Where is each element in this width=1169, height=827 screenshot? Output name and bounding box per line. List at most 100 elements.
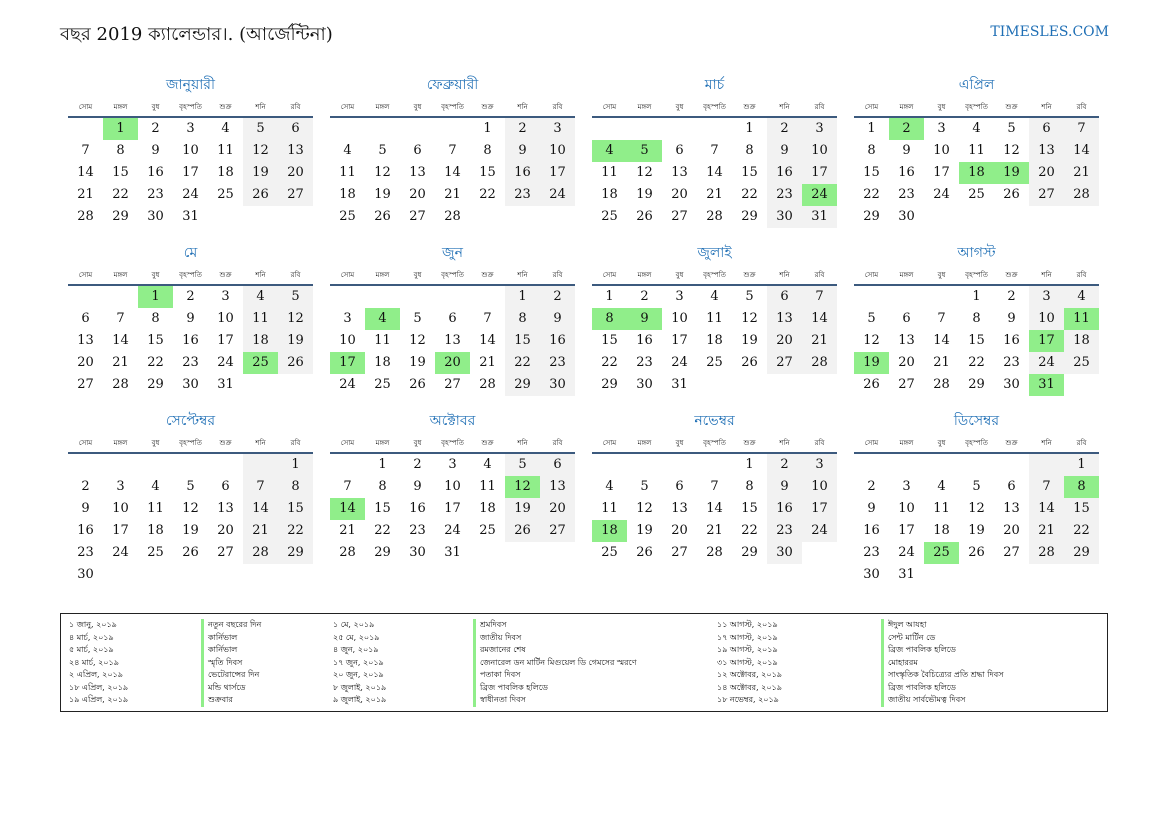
calendar-day[interactable]: 23	[540, 352, 575, 374]
calendar-day[interactable]: 28	[479, 377, 496, 392]
calendar-day[interactable]: 23	[767, 520, 802, 542]
calendar-day[interactable]: 1	[278, 454, 313, 476]
calendar-day[interactable]: 24	[802, 520, 837, 542]
calendar-day[interactable]: 21	[802, 330, 837, 352]
calendar-day[interactable]: 22	[147, 355, 164, 370]
calendar-day[interactable]: 27	[77, 377, 94, 392]
calendar-day[interactable]: 19	[243, 162, 278, 184]
calendar-day[interactable]: 11	[243, 308, 278, 330]
calendar-day[interactable]: 10	[540, 140, 575, 162]
calendar-day[interactable]: 10	[898, 501, 915, 516]
calendar-day[interactable]: 23	[1003, 355, 1020, 370]
calendar-day[interactable]: 20	[540, 498, 575, 520]
calendar-day[interactable]: 12	[636, 501, 653, 516]
calendar-day[interactable]: 10	[112, 501, 129, 516]
calendar-day[interactable]: 6	[675, 479, 684, 494]
calendar-day[interactable]: 16	[505, 162, 540, 184]
calendar-day[interactable]: 7	[243, 476, 278, 498]
calendar-day[interactable]: 3	[1029, 286, 1064, 308]
calendar-day[interactable]: 28	[706, 545, 723, 560]
calendar-day[interactable]: 5	[1007, 121, 1016, 136]
calendar-day[interactable]: 16	[77, 523, 94, 538]
calendar-day[interactable]: 19	[994, 162, 1029, 184]
calendar-day[interactable]: 18	[147, 523, 164, 538]
calendar-day[interactable]: 17	[802, 162, 837, 184]
calendar-day[interactable]: 13	[409, 165, 426, 180]
calendar-day[interactable]: 11	[147, 501, 164, 516]
calendar-day[interactable]: 21	[479, 355, 496, 370]
calendar-day[interactable]: 5	[413, 311, 422, 326]
calendar-day[interactable]: 23	[182, 355, 199, 370]
calendar-day[interactable]: 17	[933, 165, 950, 180]
calendar-day[interactable]: 11	[706, 311, 723, 326]
calendar-day[interactable]: 18	[592, 520, 627, 542]
calendar-day[interactable]: 26	[182, 545, 199, 560]
calendar-day[interactable]: 3	[802, 118, 837, 140]
calendar-day[interactable]: 15	[601, 333, 618, 348]
calendar-day[interactable]: 14	[77, 165, 94, 180]
calendar-day[interactable]: 14	[330, 498, 365, 520]
calendar-day[interactable]: 8	[867, 143, 876, 158]
calendar-day[interactable]: 4	[710, 289, 719, 304]
calendar-day[interactable]: 28	[1029, 542, 1064, 564]
calendar-day[interactable]: 28	[112, 377, 129, 392]
calendar-day[interactable]: 7	[802, 286, 837, 308]
calendar-day[interactable]: 30	[540, 374, 575, 396]
calendar-day[interactable]: 17	[802, 498, 837, 520]
calendar-day[interactable]: 22	[741, 523, 758, 538]
calendar-day[interactable]: 16	[767, 498, 802, 520]
calendar-day[interactable]: 1	[745, 457, 754, 472]
calendar-day[interactable]: 23	[147, 187, 164, 202]
calendar-day[interactable]: 24	[898, 545, 915, 560]
calendar-day[interactable]: 16	[540, 330, 575, 352]
calendar-day[interactable]: 25	[1064, 352, 1099, 374]
calendar-day[interactable]: 24	[182, 187, 199, 202]
calendar-day[interactable]: 24	[671, 355, 688, 370]
calendar-day[interactable]: 13	[767, 308, 802, 330]
calendar-day[interactable]: 14	[1029, 498, 1064, 520]
calendar-day[interactable]: 2	[186, 289, 195, 304]
calendar-day[interactable]: 5	[745, 289, 754, 304]
calendar-day[interactable]: 28	[243, 542, 278, 564]
calendar-day[interactable]: 4	[151, 479, 160, 494]
calendar-day[interactable]: 30	[147, 209, 164, 224]
calendar-day[interactable]: 19	[968, 523, 985, 538]
calendar-day[interactable]: 2	[151, 121, 160, 136]
calendar-day[interactable]: 15	[863, 165, 880, 180]
calendar-day[interactable]: 6	[902, 311, 911, 326]
calendar-day[interactable]: 15	[278, 498, 313, 520]
calendar-day[interactable]: 18	[601, 187, 618, 202]
calendar-day[interactable]: 10	[802, 140, 837, 162]
calendar-day[interactable]: 25	[147, 545, 164, 560]
calendar-day[interactable]: 3	[448, 457, 457, 472]
calendar-day[interactable]: 19	[374, 187, 391, 202]
calendar-day[interactable]: 31	[217, 377, 234, 392]
calendar-day[interactable]: 23	[505, 184, 540, 206]
calendar-day[interactable]: 30	[767, 206, 802, 228]
calendar-day[interactable]: 23	[77, 545, 94, 560]
calendar-day[interactable]: 1	[505, 286, 540, 308]
calendar-day[interactable]: 7	[937, 311, 946, 326]
calendar-day[interactable]: 18	[959, 162, 994, 184]
calendar-day[interactable]: 22	[741, 187, 758, 202]
calendar-day[interactable]: 21	[1064, 162, 1099, 184]
calendar-day[interactable]: 20	[671, 187, 688, 202]
calendar-day[interactable]: 19	[741, 333, 758, 348]
calendar-day[interactable]: 24	[1029, 352, 1064, 374]
calendar-day[interactable]: 27	[278, 184, 313, 206]
calendar-day[interactable]: 26	[636, 545, 653, 560]
calendar-day[interactable]: 15	[374, 501, 391, 516]
calendar-day[interactable]: 18	[479, 501, 496, 516]
calendar-day[interactable]: 8	[483, 143, 492, 158]
calendar-day[interactable]: 16	[1003, 333, 1020, 348]
calendar-day[interactable]: 18	[374, 355, 391, 370]
calendar-day[interactable]: 20	[671, 523, 688, 538]
calendar-day[interactable]: 7	[710, 143, 719, 158]
calendar-day[interactable]: 17	[1029, 330, 1064, 352]
calendar-day[interactable]: 11	[339, 165, 356, 180]
calendar-day[interactable]: 28	[802, 352, 837, 374]
calendar-day[interactable]: 1	[483, 121, 492, 136]
calendar-day[interactable]: 6	[448, 311, 457, 326]
calendar-day[interactable]: 5	[278, 286, 313, 308]
calendar-day[interactable]: 4	[365, 308, 400, 330]
